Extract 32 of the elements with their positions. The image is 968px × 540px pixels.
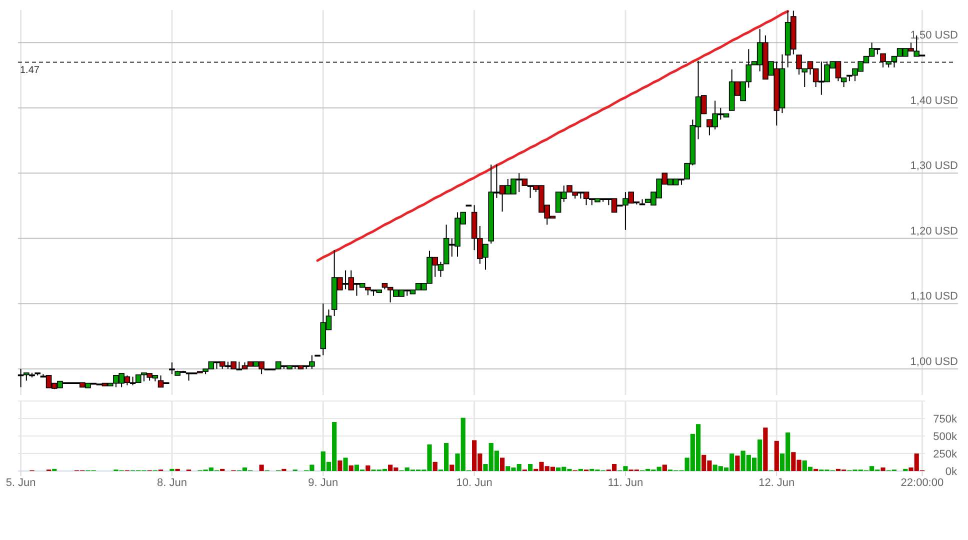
x-tick-label: 8. Jun	[156, 477, 187, 489]
y-tick-label: 1,00 USD	[910, 356, 958, 368]
x-tick-label: 9. Jun	[308, 477, 338, 489]
bar	[366, 465, 370, 471]
ref-line-label: 1.47	[20, 65, 40, 76]
bar	[338, 460, 342, 471]
bar	[348, 465, 354, 471]
bar	[763, 428, 768, 471]
bar	[528, 464, 533, 471]
y-tick-label: 0k	[945, 466, 958, 478]
bar	[880, 468, 886, 471]
bar	[343, 458, 348, 471]
x-tick-label: 10. Jun	[456, 477, 492, 489]
bar	[500, 458, 505, 471]
bar	[432, 462, 438, 471]
bar	[259, 464, 264, 471]
y-tick-label: 1,50 USD	[910, 30, 958, 42]
x-tick-label: 11. Jun	[608, 477, 644, 489]
y-tick-label: 250k	[933, 448, 958, 460]
bar	[735, 456, 740, 471]
y-tick-label: 1,10 USD	[910, 290, 958, 303]
bar	[450, 464, 454, 471]
y-tick-label: 750k	[933, 413, 958, 426]
y-tick-label: 500k	[933, 430, 958, 443]
y-tick-label: 1,20 USD	[910, 225, 958, 238]
y-tick-label: 1,30 USD	[910, 160, 958, 172]
bar	[774, 440, 779, 471]
x-tick-label: 12. Jun	[758, 477, 795, 489]
x-tick-label: 5. Jun	[6, 477, 36, 489]
y-tick-label: 1,40 USD	[910, 94, 958, 107]
bar	[662, 464, 667, 471]
x-tick-label: 22:00:00	[900, 477, 944, 489]
